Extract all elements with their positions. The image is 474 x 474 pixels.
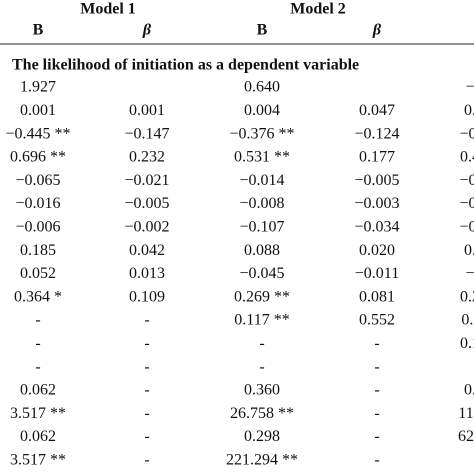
table-cell: - xyxy=(374,382,379,399)
table-cell: −0.147 xyxy=(124,125,169,142)
table-cell: −0.005 xyxy=(354,172,399,189)
table-cell: −0. xyxy=(459,125,474,142)
table-cell: −0.376 ** xyxy=(229,125,294,142)
table-cell: 0.020 xyxy=(359,242,395,259)
table-cell: - xyxy=(144,451,149,468)
table-cell: −0. xyxy=(459,218,474,235)
table-cell: 0.2 xyxy=(460,288,474,305)
table-cell: −0.008 xyxy=(239,195,284,212)
table-cell: −0.005 xyxy=(124,195,169,212)
table-cell: 0.052 xyxy=(20,265,56,282)
column-header: β xyxy=(372,22,382,39)
table-cell: −0.445 ** xyxy=(5,125,70,142)
column-header: B xyxy=(257,22,268,39)
table-cell: 0.001 xyxy=(129,102,165,119)
table-cell: 0.531 ** xyxy=(234,149,290,166)
table-cell: 0. xyxy=(464,382,474,399)
table-cell: 221.294 ** xyxy=(226,451,298,468)
table-cell: - xyxy=(35,358,40,375)
table-cell: 112 xyxy=(458,405,474,422)
table-cell: - xyxy=(35,312,40,329)
table-cell: 0.269 ** xyxy=(234,288,290,305)
table-cell: - xyxy=(144,335,149,352)
table-cell: 0. xyxy=(464,242,474,259)
table-cell: 0.109 xyxy=(129,288,165,305)
column-header: B xyxy=(33,22,44,39)
table-cell: − xyxy=(465,79,474,96)
model-header: Model 1 xyxy=(80,1,136,18)
table-cell: - xyxy=(374,335,379,352)
table-cell: 0.1 xyxy=(460,335,474,352)
table-cell: - xyxy=(144,312,149,329)
table-cell: −0.014 xyxy=(239,172,284,189)
table-cell: 0.4 xyxy=(460,149,474,166)
table-cell: 0.177 xyxy=(359,149,395,166)
table-cell: 0.001 xyxy=(20,102,56,119)
table-cell: −0.021 xyxy=(124,172,169,189)
table-cell: 3.517 ** xyxy=(10,405,66,422)
table-cell: −0.011 xyxy=(355,265,399,282)
table-cell: −0.034 xyxy=(354,218,399,235)
subtitle: The likelihood of initiation as a depend… xyxy=(12,57,359,74)
table-cell: 0.081 xyxy=(359,288,395,305)
table-cell: 0.298 xyxy=(244,428,280,445)
table-cell: - xyxy=(374,358,379,375)
table-cell: 0.364 * xyxy=(14,288,62,305)
table-cell: - xyxy=(374,405,379,422)
table-cell: - xyxy=(259,358,264,375)
table-cell: 0.088 xyxy=(244,242,280,259)
table-cell: 0.696 ** xyxy=(10,149,66,166)
table-cell: −0.003 xyxy=(354,195,399,212)
table-cell: 0.232 xyxy=(129,149,165,166)
table-cell: 0. xyxy=(464,102,474,119)
table-cell: 0.062 xyxy=(20,428,56,445)
table-cell: −0.006 xyxy=(15,218,60,235)
table-cell: - xyxy=(35,335,40,352)
table-cell: 3.517 ** xyxy=(10,451,66,468)
table-cell: 0.013 xyxy=(129,265,165,282)
table-cell: - xyxy=(144,428,149,445)
table-cell: −0.065 xyxy=(15,172,60,189)
table-cell: 1.927 xyxy=(20,79,56,96)
table-cell: −0.124 xyxy=(354,125,399,142)
table-cell: −0.107 xyxy=(239,218,284,235)
table-cell: 0.117 ** xyxy=(234,312,289,329)
table-cell: 0.004 xyxy=(244,102,280,119)
table-cell: 0.( xyxy=(461,312,474,329)
table-cell: − xyxy=(465,265,474,282)
table-cell: −0.016 xyxy=(15,195,60,212)
table-cell: 26.758 ** xyxy=(230,405,294,422)
column-header: β xyxy=(142,22,152,39)
table-cell: 0.640 xyxy=(244,79,280,96)
table-cell: - xyxy=(144,382,149,399)
table-cell: - xyxy=(144,405,149,422)
table-cell: - xyxy=(374,428,379,445)
model-header: Model 2 xyxy=(290,1,346,18)
table-cell: 0.062 xyxy=(20,382,56,399)
table-cell: - xyxy=(144,358,149,375)
table-cell: 624 xyxy=(458,428,474,445)
table-cell: 0.552 xyxy=(359,312,395,329)
table-cell: - xyxy=(374,451,379,468)
table-cell: −0. xyxy=(459,195,474,212)
table-cell: −0. xyxy=(459,172,474,189)
table-cell: 0.047 xyxy=(359,102,395,119)
table-cell: 0.042 xyxy=(129,242,165,259)
table-cell: −0.002 xyxy=(124,218,169,235)
table-cell: −0.045 xyxy=(239,265,284,282)
table-cell: 0.360 xyxy=(244,382,280,399)
table-cell: - xyxy=(259,335,264,352)
table-cell: 0.185 xyxy=(20,242,56,259)
